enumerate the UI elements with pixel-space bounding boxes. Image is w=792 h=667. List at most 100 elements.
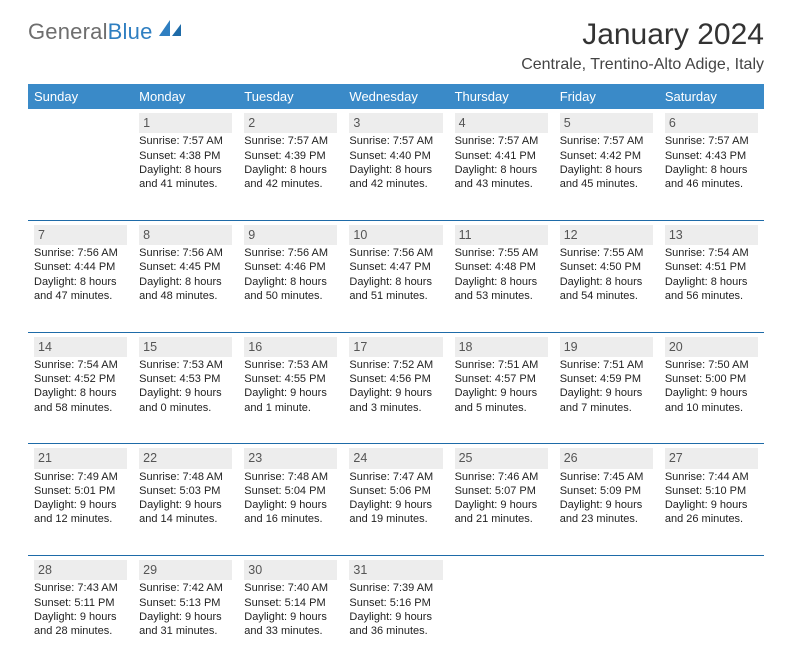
location-subtitle: Centrale, Trentino-Alto Adige, Italy bbox=[521, 56, 764, 74]
sunset-text: Sunset: 4:45 PM bbox=[139, 260, 232, 274]
daynum-row: 14151617181920 bbox=[28, 332, 764, 358]
day-number: 4 bbox=[455, 113, 548, 133]
sunset-text: Sunset: 4:39 PM bbox=[244, 149, 337, 163]
daynum-cell bbox=[449, 556, 554, 582]
sunset-text: Sunset: 4:38 PM bbox=[139, 149, 232, 163]
daynum-cell: 18 bbox=[449, 332, 554, 358]
daynum-cell: 30 bbox=[238, 556, 343, 582]
daylight-text: and 7 minutes. bbox=[560, 401, 653, 415]
detail-cell: Sunrise: 7:40 AMSunset: 5:14 PMDaylight:… bbox=[238, 581, 343, 667]
day-number: 27 bbox=[665, 448, 758, 468]
sunset-text: Sunset: 5:11 PM bbox=[34, 596, 127, 610]
daylight-text: and 42 minutes. bbox=[349, 177, 442, 191]
calendar-table: Sunday Monday Tuesday Wednesday Thursday… bbox=[28, 84, 764, 667]
daylight-text: and 16 minutes. bbox=[244, 512, 337, 526]
sunset-text: Sunset: 5:16 PM bbox=[349, 596, 442, 610]
daylight-text: Daylight: 8 hours bbox=[139, 275, 232, 289]
daylight-text: Daylight: 8 hours bbox=[665, 275, 758, 289]
weekday-header: Friday bbox=[554, 84, 659, 109]
day-number: 17 bbox=[349, 337, 442, 357]
daylight-text: and 56 minutes. bbox=[665, 289, 758, 303]
detail-row: Sunrise: 7:57 AMSunset: 4:38 PMDaylight:… bbox=[28, 134, 764, 220]
daylight-text: and 26 minutes. bbox=[665, 512, 758, 526]
daylight-text: Daylight: 9 hours bbox=[349, 386, 442, 400]
sunrise-text: Sunrise: 7:53 AM bbox=[139, 358, 232, 372]
sunrise-text: Sunrise: 7:39 AM bbox=[349, 581, 442, 595]
daynum-cell: 2 bbox=[238, 109, 343, 134]
daylight-text: Daylight: 8 hours bbox=[34, 386, 127, 400]
sunrise-text: Sunrise: 7:57 AM bbox=[244, 134, 337, 148]
daynum-cell: 12 bbox=[554, 220, 659, 246]
daynum-cell: 14 bbox=[28, 332, 133, 358]
daynum-cell: 5 bbox=[554, 109, 659, 134]
logo-text: GeneralBlue bbox=[28, 19, 153, 45]
day-number: 30 bbox=[244, 560, 337, 580]
day-number: 23 bbox=[244, 448, 337, 468]
sunrise-text: Sunrise: 7:57 AM bbox=[139, 134, 232, 148]
day-number: 16 bbox=[244, 337, 337, 357]
detail-cell: Sunrise: 7:57 AMSunset: 4:42 PMDaylight:… bbox=[554, 134, 659, 220]
daylight-text: Daylight: 9 hours bbox=[560, 498, 653, 512]
detail-cell: Sunrise: 7:47 AMSunset: 5:06 PMDaylight:… bbox=[343, 470, 448, 556]
sunrise-text: Sunrise: 7:52 AM bbox=[349, 358, 442, 372]
day-number: 8 bbox=[139, 225, 232, 245]
daylight-text: and 53 minutes. bbox=[455, 289, 548, 303]
sunset-text: Sunset: 5:01 PM bbox=[34, 484, 127, 498]
detail-cell: Sunrise: 7:46 AMSunset: 5:07 PMDaylight:… bbox=[449, 470, 554, 556]
daylight-text: Daylight: 8 hours bbox=[34, 275, 127, 289]
detail-cell: Sunrise: 7:51 AMSunset: 4:59 PMDaylight:… bbox=[554, 358, 659, 444]
sunset-text: Sunset: 5:09 PM bbox=[560, 484, 653, 498]
daynum-row: 21222324252627 bbox=[28, 444, 764, 470]
sunset-text: Sunset: 5:10 PM bbox=[665, 484, 758, 498]
weekday-header: Thursday bbox=[449, 84, 554, 109]
detail-cell: Sunrise: 7:56 AMSunset: 4:47 PMDaylight:… bbox=[343, 246, 448, 332]
detail-row: Sunrise: 7:43 AMSunset: 5:11 PMDaylight:… bbox=[28, 581, 764, 667]
daylight-text: and 28 minutes. bbox=[34, 624, 127, 638]
weekday-header-row: Sunday Monday Tuesday Wednesday Thursday… bbox=[28, 84, 764, 109]
daynum-row: 78910111213 bbox=[28, 220, 764, 246]
detail-cell: Sunrise: 7:56 AMSunset: 4:45 PMDaylight:… bbox=[133, 246, 238, 332]
daynum-cell: 24 bbox=[343, 444, 448, 470]
sunset-text: Sunset: 5:13 PM bbox=[139, 596, 232, 610]
sunset-text: Sunset: 5:04 PM bbox=[244, 484, 337, 498]
daylight-text: and 12 minutes. bbox=[34, 512, 127, 526]
detail-cell: Sunrise: 7:48 AMSunset: 5:03 PMDaylight:… bbox=[133, 470, 238, 556]
daylight-text: Daylight: 8 hours bbox=[560, 163, 653, 177]
day-number: 14 bbox=[34, 337, 127, 357]
daylight-text: Daylight: 9 hours bbox=[34, 498, 127, 512]
daylight-text: Daylight: 9 hours bbox=[139, 498, 232, 512]
day-number: 13 bbox=[665, 225, 758, 245]
detail-cell bbox=[28, 134, 133, 220]
daynum-cell bbox=[28, 109, 133, 134]
detail-cell: Sunrise: 7:53 AMSunset: 4:55 PMDaylight:… bbox=[238, 358, 343, 444]
day-number: 22 bbox=[139, 448, 232, 468]
day-number: 15 bbox=[139, 337, 232, 357]
sunrise-text: Sunrise: 7:44 AM bbox=[665, 470, 758, 484]
day-number: 11 bbox=[455, 225, 548, 245]
day-number: 31 bbox=[349, 560, 442, 580]
detail-cell: Sunrise: 7:54 AMSunset: 4:51 PMDaylight:… bbox=[659, 246, 764, 332]
sunrise-text: Sunrise: 7:54 AM bbox=[665, 246, 758, 260]
daylight-text: Daylight: 8 hours bbox=[455, 163, 548, 177]
sunrise-text: Sunrise: 7:40 AM bbox=[244, 581, 337, 595]
sunset-text: Sunset: 4:55 PM bbox=[244, 372, 337, 386]
daylight-text: and 50 minutes. bbox=[244, 289, 337, 303]
sunset-text: Sunset: 4:40 PM bbox=[349, 149, 442, 163]
sunset-text: Sunset: 4:48 PM bbox=[455, 260, 548, 274]
title-block: January 2024 Centrale, Trentino-Alto Adi… bbox=[521, 18, 764, 74]
sunrise-text: Sunrise: 7:56 AM bbox=[34, 246, 127, 260]
detail-cell: Sunrise: 7:57 AMSunset: 4:43 PMDaylight:… bbox=[659, 134, 764, 220]
logo: GeneralBlue bbox=[28, 18, 183, 45]
daylight-text: and 10 minutes. bbox=[665, 401, 758, 415]
detail-cell: Sunrise: 7:42 AMSunset: 5:13 PMDaylight:… bbox=[133, 581, 238, 667]
daynum-cell: 23 bbox=[238, 444, 343, 470]
daynum-cell bbox=[554, 556, 659, 582]
daylight-text: Daylight: 9 hours bbox=[665, 498, 758, 512]
logo-word-2: Blue bbox=[108, 19, 153, 44]
day-number: 6 bbox=[665, 113, 758, 133]
sunset-text: Sunset: 5:00 PM bbox=[665, 372, 758, 386]
detail-cell bbox=[554, 581, 659, 667]
detail-cell: Sunrise: 7:53 AMSunset: 4:53 PMDaylight:… bbox=[133, 358, 238, 444]
sunrise-text: Sunrise: 7:50 AM bbox=[665, 358, 758, 372]
sunrise-text: Sunrise: 7:48 AM bbox=[244, 470, 337, 484]
